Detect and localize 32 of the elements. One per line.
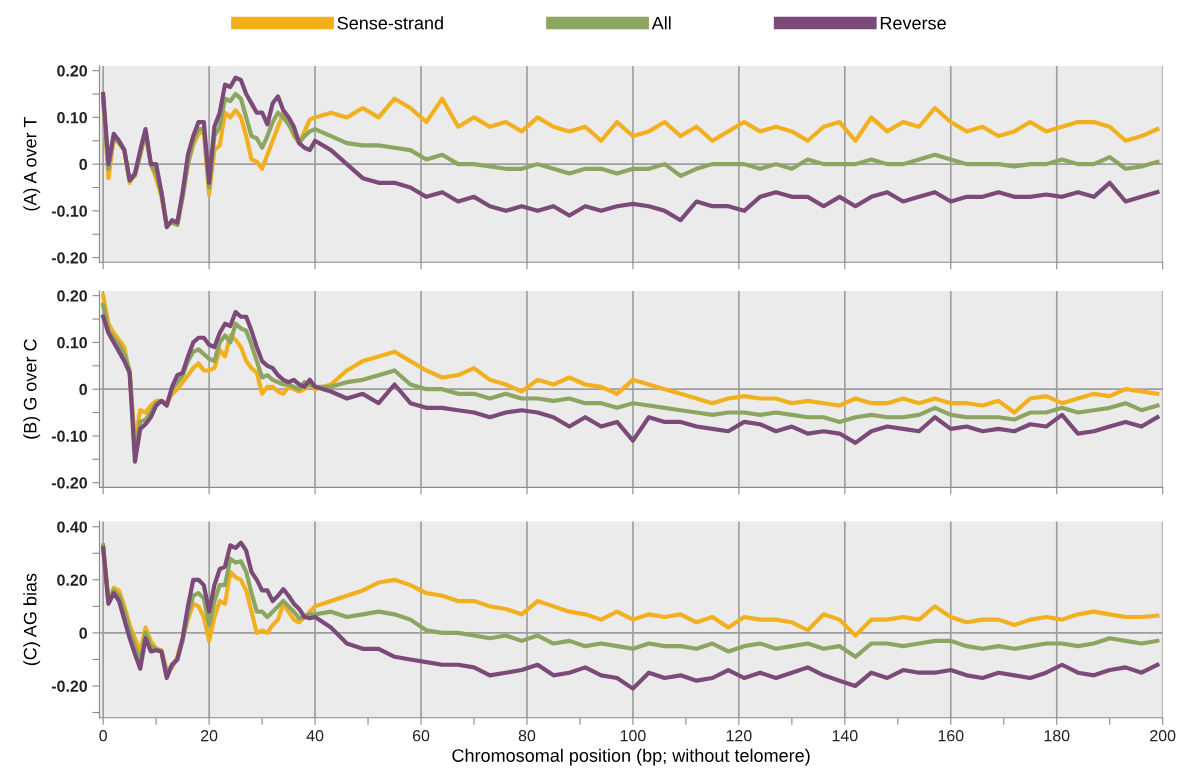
y-tick-label: 0.40 — [57, 521, 87, 533]
y-axis-title: (A) A over T — [23, 117, 41, 211]
y-tick-label: -0.20 — [51, 680, 87, 692]
y-tick-label: 0.10 — [57, 337, 87, 349]
y-tick-label: -0.10 — [51, 205, 87, 217]
x-tick-label: 180 — [1044, 730, 1070, 742]
legend-label: Sense-strand — [337, 16, 443, 30]
y-tick-label: 0 — [79, 383, 87, 396]
x-tick-label: 120 — [726, 730, 752, 742]
y-axis-title: (C) AG bias — [23, 573, 41, 666]
legend-label: All — [651, 16, 671, 30]
x-tick-label: 80 — [518, 730, 536, 742]
y-tick-label: 0 — [79, 627, 87, 639]
legend-label: Reverse — [880, 16, 946, 30]
x-tick-label: 140 — [832, 730, 858, 742]
y-tick-label: 0.20 — [57, 290, 87, 302]
y-tick-label: 0.10 — [57, 112, 87, 124]
x-tick-label: 40 — [306, 730, 324, 742]
y-tick-label: 0.20 — [57, 574, 87, 586]
x-tick-label: 100 — [620, 730, 646, 742]
x-tick-label: 200 — [1150, 730, 1176, 742]
y-tick-label: 0.20 — [57, 65, 87, 77]
y-tick-label: 0 — [79, 158, 87, 171]
x-tick-label: 60 — [412, 730, 430, 742]
x-axis-title: Chromosomal position (bp; without telomere) — [452, 748, 810, 766]
y-tick-label: -0.10 — [51, 430, 87, 442]
y-axis-title: (B) G over C — [23, 339, 41, 439]
y-tick-label: -0.20 — [51, 477, 87, 489]
x-tick-label: 0 — [99, 730, 107, 742]
y-tick-label: -0.20 — [51, 252, 87, 264]
x-tick-label: 160 — [938, 730, 964, 742]
x-tick-label: 20 — [201, 730, 218, 742]
